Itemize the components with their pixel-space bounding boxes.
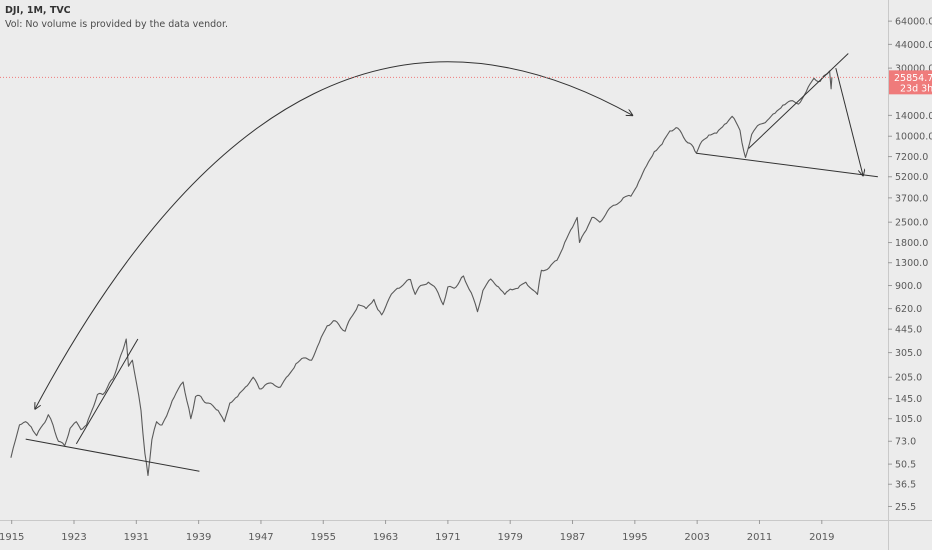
x-tick-label: 2003 — [684, 532, 709, 543]
x-tick-label: 1955 — [311, 532, 336, 543]
y-tick-label: 44000.0 — [895, 40, 932, 51]
price-axis[interactable]: 64000.0 44000.0 30000.0 14000.0 10000.0 7200.… — [888, 0, 932, 550]
y-tick-label: 445.0 — [895, 325, 922, 336]
y-tick-label: 64000.0 — [895, 17, 932, 28]
y-tick-label: 305.0 — [895, 348, 922, 359]
trendline-drawing[interactable] — [25, 438, 200, 472]
x-tick-label: 1939 — [186, 532, 211, 543]
y-tick-label: 2500.0 — [895, 218, 928, 229]
arrow-drawing[interactable] — [835, 67, 863, 175]
y-tick-label: 205.0 — [895, 373, 922, 384]
x-tick-label: 2011 — [747, 532, 772, 543]
y-tick-label: 105.0 — [895, 414, 922, 425]
y-tick-label: 10000.0 — [895, 132, 932, 143]
x-tick-label: 1947 — [248, 532, 273, 543]
y-tick-label: 1300.0 — [895, 258, 928, 269]
y-tick-label: 1800.0 — [895, 238, 928, 249]
y-tick-label: 36.5 — [895, 480, 916, 491]
time-axis[interactable]: 1915 1923 1931 1939 1947 1955 1963 1971 1979 1987… — [0, 520, 932, 543]
x-tick-label: 1971 — [435, 532, 460, 543]
y-tick-label: 30000.0 — [895, 64, 932, 75]
trendline-drawing[interactable] — [748, 53, 849, 149]
y-tick-label: 620.0 — [895, 304, 922, 315]
x-tick-label: 1963 — [373, 532, 398, 543]
overlay — [0, 53, 888, 472]
x-tick-label: 2019 — [809, 532, 834, 543]
chart-legend: DJI, 1M, TVC Vol: No volume is provided … — [5, 4, 228, 32]
y-tick-label: 14000.0 — [895, 111, 932, 122]
x-tick-label: 1931 — [124, 532, 149, 543]
y-tick-label: 25.5 — [895, 502, 916, 513]
x-tick-label: 1987 — [560, 532, 585, 543]
x-tick-label: 1979 — [497, 532, 522, 543]
x-tick-label: 1995 — [622, 532, 647, 543]
y-tick-label: 3700.0 — [895, 193, 928, 204]
y-tick-label: 7200.0 — [895, 152, 928, 163]
bar-countdown-label: 23d 3h — [900, 83, 932, 94]
volume-note: Vol: No volume is provided by the data v… — [5, 19, 229, 30]
y-tick-label: 900.0 — [895, 281, 922, 292]
symbol-label[interactable]: DJI, 1M, TVC — [5, 5, 71, 16]
last-price-badge — [889, 70, 932, 95]
last-price-label: 25854.7 — [894, 73, 932, 84]
curved-arrow-drawing[interactable] — [35, 61, 632, 409]
price-series-line-0 — [10, 70, 833, 477]
plot-area — [10, 70, 833, 477]
y-tick-label: 73.0 — [895, 437, 916, 448]
x-tick-label: 1923 — [61, 532, 86, 543]
y-tick-label: 5200.0 — [895, 172, 928, 183]
trendline-drawing[interactable] — [75, 338, 139, 445]
trendline-drawing[interactable] — [696, 152, 878, 178]
y-tick-label: 145.0 — [895, 394, 922, 405]
y-tick-label: 50.5 — [895, 460, 916, 471]
x-tick-label: 1915 — [0, 532, 24, 543]
